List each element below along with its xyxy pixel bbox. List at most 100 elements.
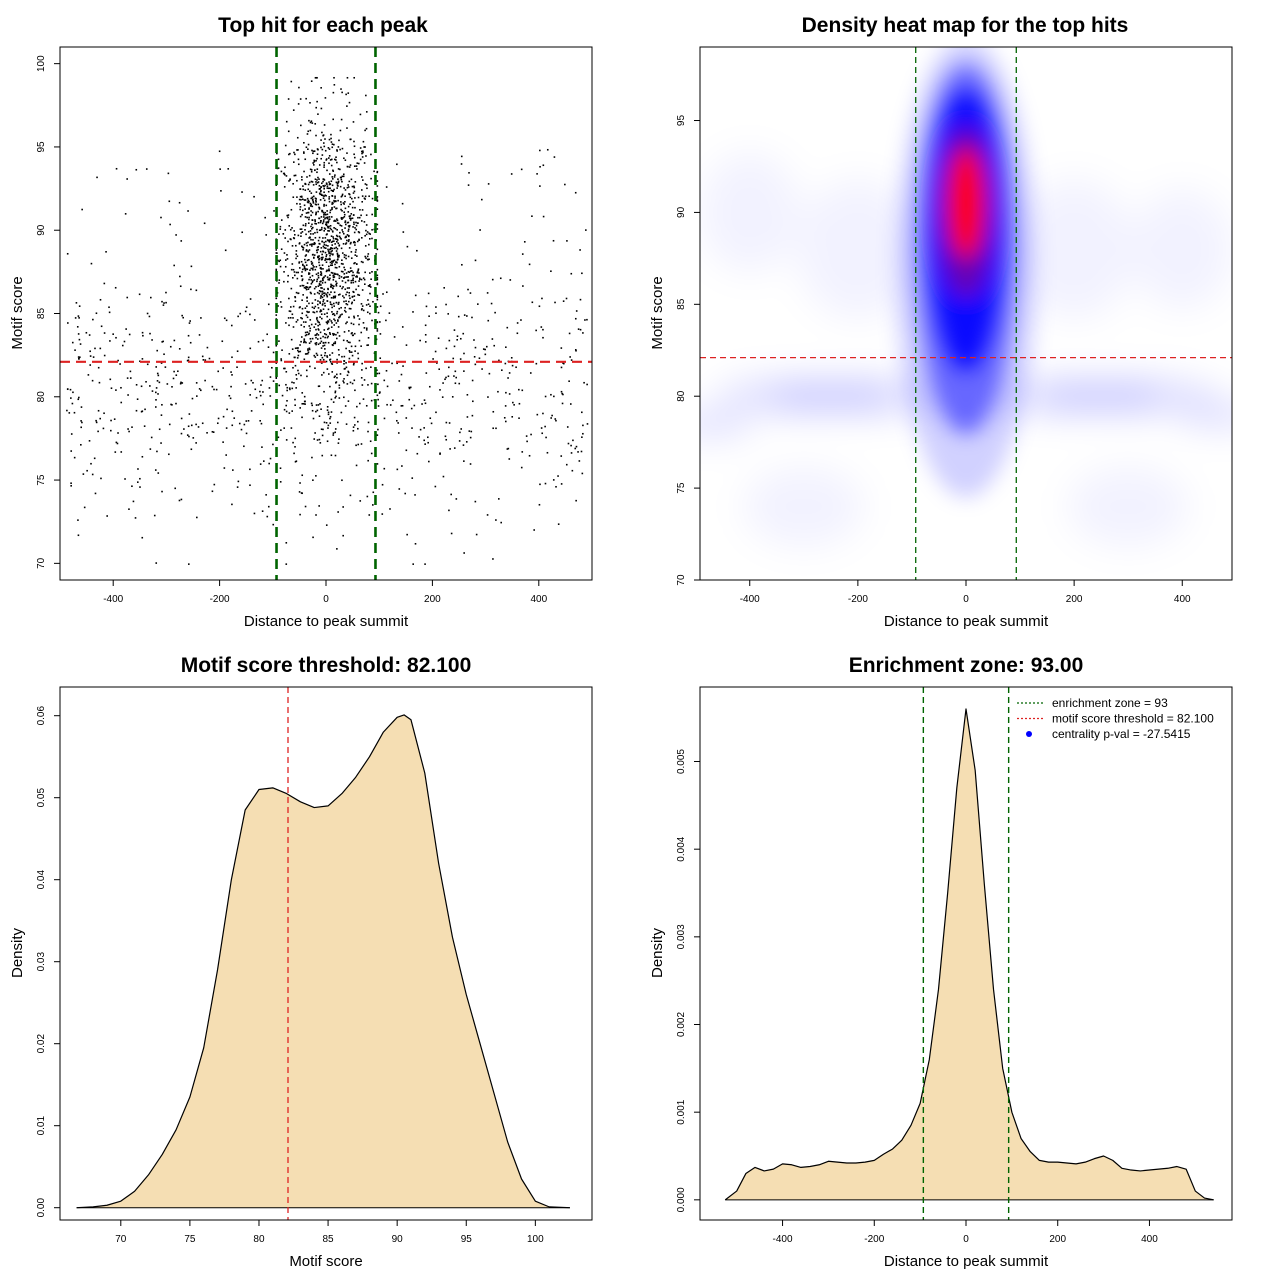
scatter-point [189, 341, 192, 344]
scatter-point [330, 284, 333, 287]
scatter-point [490, 302, 493, 305]
scatter-point [569, 356, 571, 358]
scatter-point [355, 224, 358, 227]
scatter-point [314, 178, 317, 181]
scatter-point [301, 213, 303, 216]
scatter-point [331, 230, 334, 233]
scatter-point [301, 176, 303, 178]
scatter-point [331, 253, 334, 256]
scatter-point [74, 317, 77, 319]
scatter-point [570, 272, 573, 275]
scatter-point [304, 403, 306, 405]
scatter-point [320, 271, 322, 273]
scatter-point [296, 347, 298, 349]
scatter-point [469, 436, 472, 439]
scatter-point [323, 292, 326, 294]
scatter-point [313, 241, 316, 244]
score-xtick-label: 95 [461, 1234, 473, 1245]
scatter-point [237, 480, 240, 483]
scatter-point [315, 191, 318, 193]
scatter-point [372, 504, 374, 506]
scatter-point [308, 342, 311, 344]
scatter-point [376, 434, 379, 436]
scatter-point [348, 307, 351, 310]
scatter-point [334, 158, 336, 161]
scatter-point [301, 312, 304, 315]
scatter-point [290, 338, 293, 341]
scatter-point [349, 219, 352, 221]
scatter-point [357, 357, 360, 360]
scatter-point [303, 199, 306, 201]
scatter-point [414, 294, 417, 297]
scatter-point [316, 354, 319, 357]
scatter-point [319, 297, 322, 299]
scatter-point [305, 314, 308, 317]
scatter-point [132, 500, 135, 503]
scatter-point [350, 257, 353, 259]
scatter-point [487, 396, 489, 398]
distance-ytick-label: 0.003 [676, 924, 687, 949]
scatter-point [296, 149, 298, 151]
scatter-point [338, 438, 340, 440]
scatter-point [318, 178, 320, 180]
scatter-point [298, 86, 300, 89]
scatter-point [542, 336, 544, 339]
scatter-point [367, 303, 370, 306]
scatter-point [349, 242, 352, 245]
scatter-point [139, 486, 141, 488]
scatter-point [288, 225, 291, 227]
scatter-point [311, 227, 313, 230]
scatter-point [218, 150, 221, 153]
scatter-point [494, 311, 496, 314]
scatter-point [259, 390, 261, 393]
scatter-point [315, 213, 317, 216]
scatter-point [334, 431, 337, 434]
scatter-point [306, 331, 309, 333]
heatmap-ytick-label: 90 [676, 206, 687, 218]
scatter-point [343, 381, 345, 384]
scatter-point [354, 241, 356, 244]
scatter-point [356, 240, 359, 243]
scatter-point [343, 396, 345, 399]
scatter-point [320, 247, 323, 249]
scatter-point [325, 253, 328, 256]
scatter-point [260, 384, 262, 386]
scatter-point [211, 430, 214, 433]
scatter-point [188, 435, 190, 438]
scatter-point [377, 428, 379, 431]
scatter-point [318, 236, 321, 239]
scatter-point [357, 196, 360, 199]
scatter-point [299, 306, 301, 308]
distance-ytick-label: 0.005 [676, 749, 687, 774]
panel-scatter: Top hit for each peak -400 -200 0 200 400707… [9, 14, 593, 630]
scatter-point [339, 129, 342, 132]
scatter-point [325, 422, 328, 424]
scatter-point [551, 414, 553, 417]
scatter-point [316, 179, 318, 181]
scatter-point [521, 451, 524, 453]
scatter-point [453, 345, 456, 348]
scatter-point [332, 170, 335, 172]
scatter-point [368, 232, 370, 235]
scatter-point [319, 221, 322, 224]
scatter-point [329, 211, 331, 214]
scatter-point [329, 417, 331, 420]
scatter-point [341, 194, 344, 197]
scatter-point [328, 155, 331, 157]
scatter-point [306, 296, 308, 299]
scatter-point [339, 185, 342, 188]
scatter-point [257, 340, 260, 343]
scatter-point [320, 340, 323, 343]
scatter-point [457, 315, 460, 318]
scatter-point [307, 130, 310, 133]
scatter-point [336, 253, 339, 256]
scatter-point [319, 250, 322, 253]
scatter-point [163, 353, 165, 356]
scatter-point [287, 317, 290, 319]
scatter-point [473, 355, 476, 358]
scatter-point [354, 280, 357, 283]
scatter-point [330, 362, 333, 365]
scatter-point [328, 251, 330, 253]
scatter-point [557, 475, 559, 477]
scatter-point [300, 374, 302, 377]
